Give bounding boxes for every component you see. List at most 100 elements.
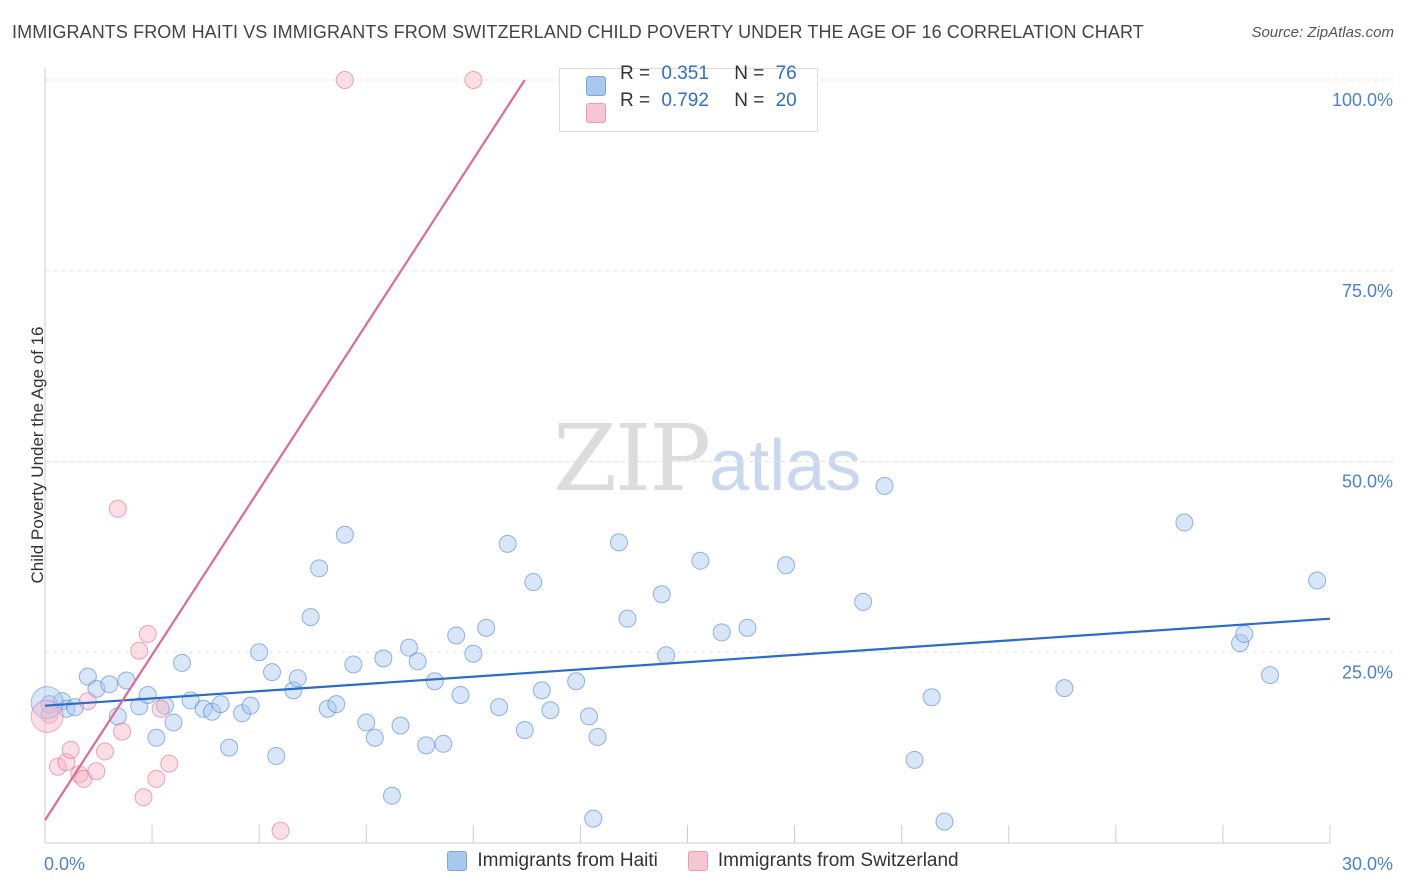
haiti-point	[541, 701, 560, 720]
switzerland-point	[464, 71, 483, 89]
switzerland-n-label: N =	[734, 90, 765, 111]
haiti-point	[532, 681, 551, 700]
haiti-point	[335, 525, 354, 544]
switzerland-cluster-point	[30, 699, 64, 733]
haiti-point	[263, 663, 282, 682]
haiti-point	[854, 592, 873, 611]
watermark: ZIPatlas	[553, 405, 861, 512]
legend-item-switzerland[interactable]: Immigrants from Switzerland	[687, 850, 959, 872]
haiti-point	[1235, 624, 1254, 643]
watermark-atlas: atlas	[709, 426, 862, 506]
correlation-legend-box: R = 0.351 N = 76 R = 0.792 N = 20	[559, 63, 818, 132]
haiti-n-label: N =	[734, 63, 765, 84]
bottom-legend: Immigrants from Haiti Immigrants from Sw…	[0, 850, 1406, 872]
switzerland-point	[61, 740, 80, 759]
haiti-r-value: 0.351	[661, 63, 709, 84]
haiti-point	[147, 728, 166, 747]
haiti-point	[408, 652, 427, 671]
haiti-point	[712, 623, 731, 642]
legend-switzerland-label: Immigrants from Switzerland	[717, 850, 959, 871]
haiti-point	[1055, 679, 1074, 698]
haiti-swatch	[586, 76, 606, 96]
haiti-point	[288, 669, 307, 688]
haiti-point	[451, 685, 470, 704]
switzerland-point	[134, 788, 153, 807]
haiti-point	[579, 707, 598, 726]
y-tick-label: 25.0%	[1342, 662, 1393, 682]
haiti-point	[241, 696, 260, 715]
haiti-point	[1231, 634, 1250, 653]
haiti-point	[425, 672, 444, 691]
chart-title: IMMIGRANTS FROM HAITI VS IMMIGRANTS FROM…	[12, 22, 1144, 42]
switzerland-r-value: 0.792	[661, 90, 709, 111]
haiti-point	[417, 736, 436, 755]
switzerland-point	[151, 699, 170, 718]
haiti-point	[609, 533, 628, 552]
haiti-point	[250, 643, 269, 662]
haiti-point	[1261, 666, 1280, 685]
legend-switzerland-swatch	[687, 851, 708, 871]
haiti-point	[357, 713, 376, 732]
haiti-point	[301, 608, 320, 627]
switzerland-point	[138, 624, 157, 643]
haiti-point	[652, 585, 671, 604]
haiti-cluster-point	[30, 686, 64, 720]
switzerland-n-value: 20	[775, 90, 797, 111]
haiti-point	[400, 638, 419, 657]
y-tick-label: 50.0%	[1342, 472, 1393, 492]
x-tick-label: 30.0%	[1342, 854, 1393, 874]
switzerland-point	[78, 692, 97, 711]
haiti-point	[365, 728, 384, 747]
switzerland-point	[160, 754, 179, 773]
haiti-point	[515, 721, 534, 740]
haiti-point	[1308, 571, 1327, 590]
haiti-trend-line	[44, 617, 1331, 707]
haiti-point	[211, 695, 230, 714]
haiti-point	[464, 644, 483, 663]
haiti-point	[567, 672, 586, 691]
haiti-point	[164, 713, 183, 732]
haiti-point	[173, 653, 192, 672]
switzerland-point	[335, 71, 354, 89]
haiti-point	[220, 738, 239, 757]
haiti-point	[434, 734, 453, 753]
haiti-point	[447, 626, 466, 645]
haiti-point	[477, 618, 496, 637]
source-credit: Source: ZipAtlas.com	[1251, 24, 1394, 41]
haiti-point	[905, 750, 924, 769]
haiti-point	[327, 695, 346, 714]
haiti-point	[490, 698, 509, 717]
switzerland-r-label: R =	[620, 90, 651, 111]
haiti-point	[584, 809, 603, 828]
haiti-point	[588, 727, 607, 746]
haiti-r-label: R =	[620, 63, 651, 84]
switzerland-point	[130, 641, 149, 660]
x-tick-label: 0.0%	[44, 854, 85, 874]
haiti-point	[138, 685, 157, 704]
haiti-point	[100, 675, 119, 694]
haiti-point	[318, 699, 337, 718]
y-tick-label: 100.0%	[1332, 90, 1393, 110]
haiti-point	[78, 667, 97, 686]
switzerland-point	[113, 722, 132, 741]
haiti-n-value: 76	[775, 63, 797, 84]
haiti-point	[875, 476, 894, 495]
switzerland-point	[271, 821, 290, 840]
switzerland-point	[57, 753, 76, 772]
switzerland-point	[147, 769, 166, 788]
haiti-point	[267, 747, 286, 766]
haiti-point	[391, 716, 410, 735]
switzerland-point	[87, 762, 106, 781]
haiti-point	[374, 649, 393, 668]
haiti-point	[524, 573, 543, 592]
haiti-point	[498, 534, 517, 553]
y-tick-label: 75.0%	[1342, 281, 1393, 301]
legend-haiti-label: Immigrants from Haiti	[477, 850, 658, 871]
haiti-point	[935, 812, 954, 831]
haiti-point	[1175, 513, 1194, 532]
legend-item-haiti[interactable]: Immigrants from Haiti	[447, 850, 658, 872]
haiti-point	[310, 559, 329, 578]
haiti-point	[777, 556, 796, 575]
haiti-point	[691, 551, 710, 570]
